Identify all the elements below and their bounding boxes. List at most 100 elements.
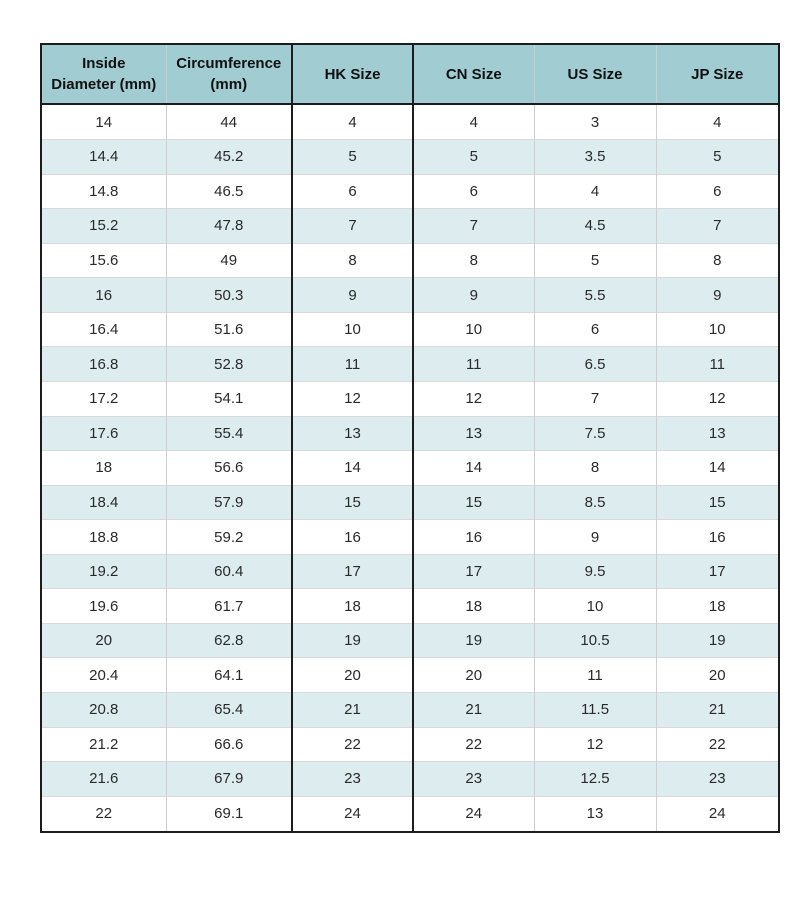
table-cell: 16 (41, 277, 166, 313)
table-cell: 51.6 (165, 311, 292, 347)
table-cell: 9 (533, 519, 656, 555)
table-cell: 10 (533, 588, 656, 624)
table-cell: 9 (655, 277, 779, 313)
table-row: 20.8 65.4 21 21 11.5 21 (41, 692, 779, 728)
table-cell: 8 (533, 450, 656, 486)
table-cell: 24 (412, 795, 534, 832)
table-cell: 21 (655, 692, 779, 728)
table-cell: 21 (291, 692, 413, 728)
header-row: Inside Diameter (mm) Circumference (mm) … (41, 44, 779, 105)
table-cell: 11 (291, 346, 413, 382)
table-row: 18.4 57.9 15 15 8.5 15 (41, 484, 779, 520)
table-row: 14.4 45.2 5 5 3.5 5 (41, 139, 779, 175)
table-cell: 8 (291, 242, 413, 278)
table-cell: 10 (291, 311, 413, 347)
table-cell: 22 (291, 726, 413, 762)
table-cell: 61.7 (165, 588, 292, 624)
table-cell: 16.8 (41, 346, 166, 382)
table-cell: 62.8 (165, 622, 292, 658)
table-cell: 55.4 (165, 415, 292, 451)
table-cell: 17.6 (41, 415, 166, 451)
table-cell: 16 (655, 519, 779, 555)
table-cell: 20 (291, 657, 413, 693)
table-cell: 9 (291, 277, 413, 313)
table-cell: 19.6 (41, 588, 166, 624)
table-row: 16 50.3 9 9 5.5 9 (41, 277, 779, 313)
table-cell: 17 (291, 553, 413, 589)
table-cell: 6 (533, 311, 656, 347)
table-cell: 6 (412, 173, 534, 209)
table-row: 21.2 66.6 22 22 12 22 (41, 726, 779, 762)
table-cell: 20.8 (41, 692, 166, 728)
table-cell: 19.2 (41, 553, 166, 589)
table-cell: 5 (533, 242, 656, 278)
table-cell: 13 (291, 415, 413, 451)
table-cell: 7 (655, 208, 779, 244)
table-cell: 12 (655, 380, 779, 417)
column-header-inside-diameter: Inside Diameter (mm) (41, 44, 166, 105)
table-cell: 50.3 (165, 277, 292, 313)
column-header-circumference: Circumference (mm) (165, 44, 292, 105)
table-cell: 47.8 (165, 208, 292, 244)
table-cell: 18 (41, 450, 166, 486)
table-cell: 14 (412, 450, 534, 486)
table-cell: 15.6 (41, 242, 166, 278)
table-cell: 14 (655, 450, 779, 486)
table-cell: 10.5 (533, 622, 656, 658)
table-cell: 20.4 (41, 657, 166, 693)
table-cell: 21 (412, 692, 534, 728)
table-cell: 22 (655, 726, 779, 762)
table-cell: 5 (291, 139, 413, 175)
table-row: 14 44 4 4 3 4 (41, 104, 779, 140)
table-cell: 7 (291, 208, 413, 244)
table-cell: 12 (533, 726, 656, 762)
table-cell: 4 (533, 173, 656, 209)
table-cell: 21.6 (41, 761, 166, 797)
table-cell: 18.8 (41, 519, 166, 555)
table-cell: 16.4 (41, 311, 166, 347)
column-header-us-size: US Size (533, 44, 656, 105)
table-cell: 15 (412, 484, 534, 520)
table-cell: 10 (412, 311, 534, 347)
table-cell: 52.8 (165, 346, 292, 382)
table-cell: 59.2 (165, 519, 292, 555)
table-cell: 17 (412, 553, 534, 589)
table-cell: 10 (655, 311, 779, 347)
table-cell: 12 (291, 380, 413, 417)
table-cell: 6 (291, 173, 413, 209)
table-cell: 7.5 (533, 415, 656, 451)
table-cell: 23 (291, 761, 413, 797)
table-row: 18 56.6 14 14 8 14 (41, 450, 779, 486)
table-cell: 5 (412, 139, 534, 175)
table-cell: 54.1 (165, 380, 292, 417)
table-cell: 19 (291, 622, 413, 658)
table-cell: 69.1 (165, 795, 292, 832)
table-cell: 14.8 (41, 173, 166, 209)
table-cell: 56.6 (165, 450, 292, 486)
table-cell: 12.5 (533, 761, 656, 797)
table-cell: 11 (412, 346, 534, 382)
table-cell: 8.5 (533, 484, 656, 520)
table-row: 14.8 46.5 6 6 4 6 (41, 173, 779, 209)
table-cell: 3.5 (533, 139, 656, 175)
table-cell: 20 (655, 657, 779, 693)
table-cell: 22 (41, 795, 166, 832)
table-cell: 16 (412, 519, 534, 555)
table-row: 15.2 47.8 7 7 4.5 7 (41, 208, 779, 244)
table-row: 15.6 49 8 8 5 8 (41, 242, 779, 278)
table-row: 19.2 60.4 17 17 9.5 17 (41, 553, 779, 589)
table-cell: 13 (412, 415, 534, 451)
table-cell: 9 (412, 277, 534, 313)
table-row: 16.4 51.6 10 10 6 10 (41, 311, 779, 347)
table-cell: 66.6 (165, 726, 292, 762)
table-cell: 17.2 (41, 380, 166, 417)
table-cell: 15 (655, 484, 779, 520)
table-cell: 24 (291, 795, 413, 832)
table-cell: 49 (165, 242, 292, 278)
table-cell: 3 (533, 104, 656, 140)
table-cell: 13 (655, 415, 779, 451)
table-cell: 20 (41, 622, 166, 658)
table-cell: 13 (533, 795, 656, 832)
table-cell: 4 (291, 104, 413, 140)
